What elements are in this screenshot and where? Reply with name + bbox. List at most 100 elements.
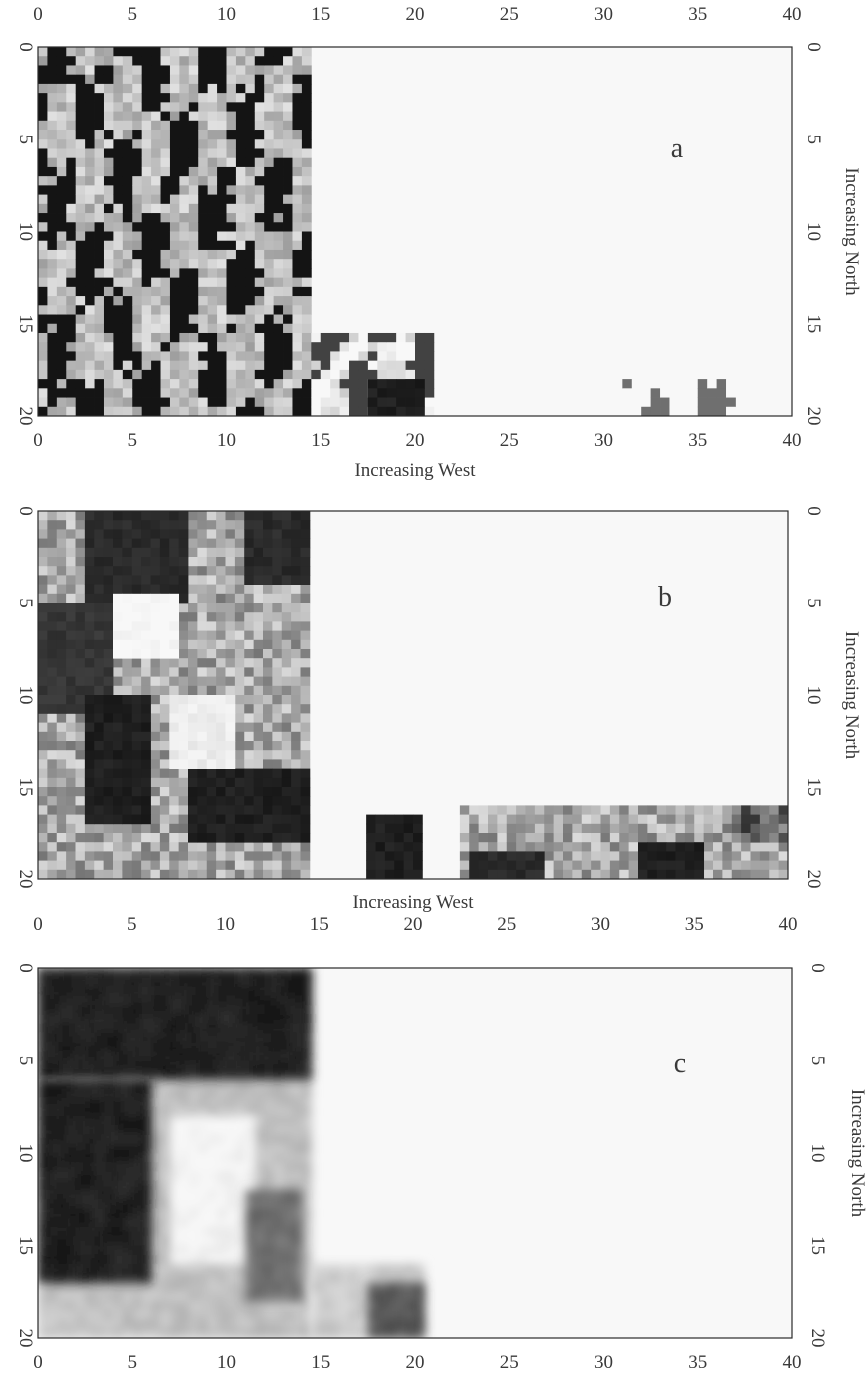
heatmap-cell [75,511,86,521]
heatmap-cell [292,203,303,214]
heatmap-cell [349,360,359,371]
heatmap-cell [103,305,114,315]
heatmap-cell [281,823,292,834]
heatmap-cell [424,351,435,362]
heatmap-cell [38,1042,48,1052]
heatmap-cell [283,176,293,186]
heatmap-cell [234,639,245,650]
heatmap-cell [216,658,226,668]
heatmap-cell [600,823,611,834]
heatmap-cell [169,56,180,66]
heatmap-cell [225,511,236,521]
heatmap-cell [150,860,161,871]
heatmap-cell [141,102,152,112]
heatmap-cell [638,860,648,871]
heatmap-cell [245,222,256,232]
heatmap-cell [75,277,86,288]
heatmap-cell [292,268,303,279]
heatmap-cell [217,56,227,66]
heatmap-cell [38,823,48,834]
heatmap-cell [206,538,217,549]
heatmap-cell [235,268,246,279]
heatmap-cell [226,305,237,315]
heatmap-cell [254,83,265,94]
heatmap-cell [741,851,751,861]
heatmap-cell [207,47,218,57]
heatmap-cell [113,768,123,779]
heatmap-cell [254,1088,265,1098]
heatmap-cell [544,823,555,834]
heatmap-cell [141,630,151,641]
heatmap-cell [669,397,680,408]
heatmap-cell [66,83,77,94]
y-axis-title: Increasing North [841,167,862,296]
heatmap-cell [273,65,284,76]
heatmap-cell [56,860,67,871]
heatmap-cell [235,986,246,997]
heatmap-cell [216,529,226,539]
heatmap-cell [759,805,770,815]
heatmap-cell [244,787,255,797]
heatmap-cell [113,102,124,112]
heatmap-cell [179,157,190,168]
heatmap-cell [56,342,67,352]
heatmap-cell [94,851,105,861]
heatmap-cell [188,1291,199,1302]
heatmap-cell [263,695,273,705]
heatmap-cell [132,148,143,159]
heatmap-cell [244,612,255,622]
heatmap-cell [38,360,48,371]
heatmap-cell [56,379,67,389]
heatmap-cell [113,369,124,380]
heatmap-cell [198,995,209,1006]
heatmap-cell [234,621,245,631]
heatmap-cell [113,649,123,659]
heatmap-cell [178,658,189,668]
heatmap-cell [160,268,171,279]
heatmap-cell [225,860,236,871]
heatmap-cell [47,388,58,398]
heatmap-cell [713,851,723,861]
heatmap-cell [75,1328,86,1338]
heatmap-cell [273,360,284,371]
heatmap-cell [151,148,161,159]
heatmap-cell [113,833,123,843]
heatmap-cell [386,397,397,408]
heatmap-cell [628,860,639,871]
heatmap-cell [56,139,67,149]
heatmap-cell [122,1301,133,1311]
heatmap-cell [656,869,667,879]
heatmap-cell [234,685,245,696]
heatmap-cell [169,977,180,987]
heatmap-cell [94,1051,105,1061]
heatmap-cell [198,369,209,380]
heatmap-cell [151,74,161,85]
heatmap-cell [160,240,171,251]
heatmap-cell [66,731,76,742]
heatmap-cell [254,332,265,343]
heatmap-cell [300,731,311,742]
heatmap-cell [94,977,105,987]
heatmap-cell [178,630,189,641]
heatmap-cell [56,759,67,769]
heatmap-cell [66,240,77,251]
heatmap-cell [66,231,77,242]
heatmap-cell [292,1097,303,1108]
heatmap-cell [85,111,95,122]
heatmap-cell [141,203,152,214]
heatmap-cell [47,203,58,214]
heatmap-cell [394,851,405,861]
heatmap-cell [94,676,105,687]
heatmap-cell [150,529,161,539]
heatmap-cell [273,1171,284,1182]
heatmap-cell [207,1097,218,1108]
heatmap-cell [159,575,170,585]
heatmap-cell [159,676,170,687]
heatmap-cell [179,65,190,76]
heatmap-cell [694,833,705,843]
heatmap-cell [47,1014,58,1024]
heatmap-cell [47,176,58,186]
heatmap-cell [291,695,301,705]
heatmap-cell [291,787,301,797]
heatmap-cell [47,47,58,57]
